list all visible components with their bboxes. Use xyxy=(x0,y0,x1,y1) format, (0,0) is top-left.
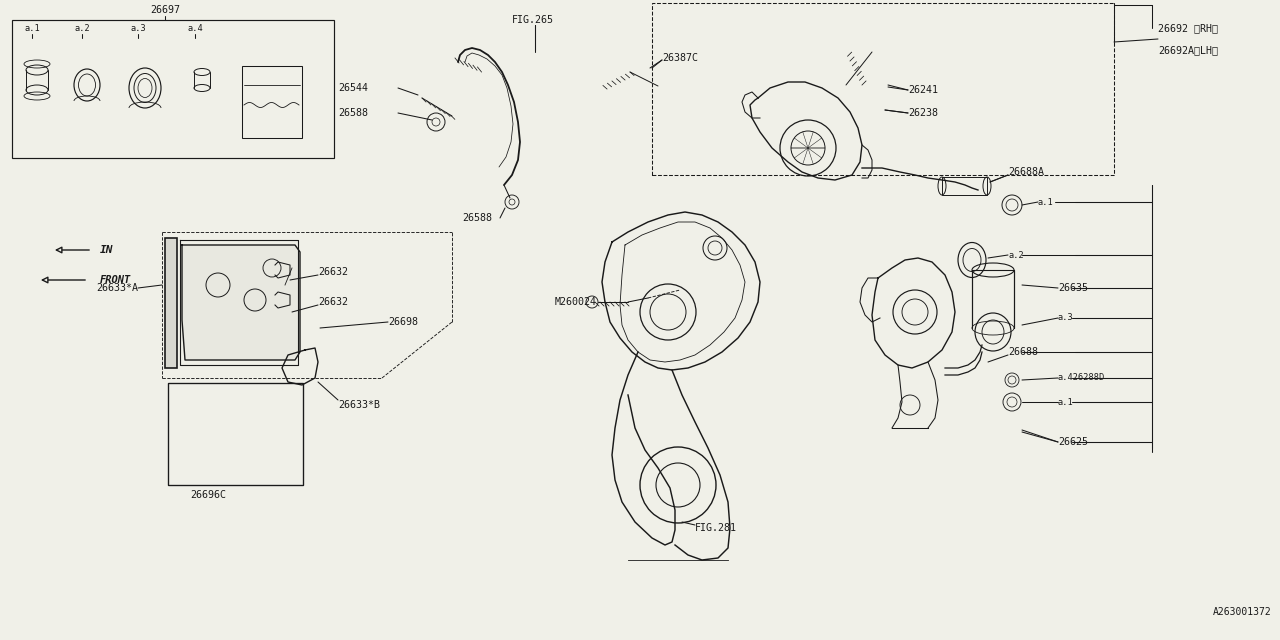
Bar xyxy=(168,383,303,485)
Bar xyxy=(942,177,987,195)
Text: a.3: a.3 xyxy=(131,24,146,33)
Text: a.1: a.1 xyxy=(24,24,40,33)
Bar xyxy=(12,20,334,158)
Text: 26241: 26241 xyxy=(908,85,938,95)
Bar xyxy=(165,238,177,368)
Text: a.1: a.1 xyxy=(1038,198,1053,207)
Text: a.1: a.1 xyxy=(1059,397,1074,406)
Text: 26588: 26588 xyxy=(462,213,492,223)
Text: 26633*B: 26633*B xyxy=(338,400,380,410)
Text: a.3: a.3 xyxy=(1059,314,1074,323)
Text: FIG.281: FIG.281 xyxy=(695,523,737,533)
Text: 26588: 26588 xyxy=(338,108,369,118)
Text: FRONT: FRONT xyxy=(100,275,132,285)
Text: M260024: M260024 xyxy=(556,297,596,307)
Text: 26632: 26632 xyxy=(317,267,348,277)
Text: IN: IN xyxy=(100,245,114,255)
Text: a.2: a.2 xyxy=(1009,250,1024,259)
Text: 26632: 26632 xyxy=(317,297,348,307)
Text: 26625: 26625 xyxy=(1059,437,1088,447)
Text: 26544: 26544 xyxy=(338,83,369,93)
Text: a.426288D: a.426288D xyxy=(1059,374,1105,383)
Text: 26238: 26238 xyxy=(908,108,938,118)
Text: 26692 〈RH〉: 26692 〈RH〉 xyxy=(1158,23,1219,33)
Text: 26387C: 26387C xyxy=(662,53,698,63)
Bar xyxy=(652,3,1114,175)
Polygon shape xyxy=(182,245,300,360)
Bar xyxy=(168,383,303,485)
Bar xyxy=(972,270,1014,328)
Text: a.4: a.4 xyxy=(187,24,202,33)
Text: 26635: 26635 xyxy=(1059,283,1088,293)
Text: 26696C: 26696C xyxy=(189,490,227,500)
Text: 26698: 26698 xyxy=(388,317,419,327)
Text: 26697: 26697 xyxy=(150,5,180,15)
Text: FIG.265: FIG.265 xyxy=(512,15,554,25)
Text: a.2: a.2 xyxy=(74,24,90,33)
Text: 26692A〈LH〉: 26692A〈LH〉 xyxy=(1158,45,1219,55)
Bar xyxy=(242,66,302,138)
Text: 26633*A: 26633*A xyxy=(96,283,138,293)
Text: 26688A: 26688A xyxy=(1009,167,1044,177)
Text: A263001372: A263001372 xyxy=(1213,607,1272,617)
Ellipse shape xyxy=(972,321,1014,335)
Text: 26688: 26688 xyxy=(1009,347,1038,357)
